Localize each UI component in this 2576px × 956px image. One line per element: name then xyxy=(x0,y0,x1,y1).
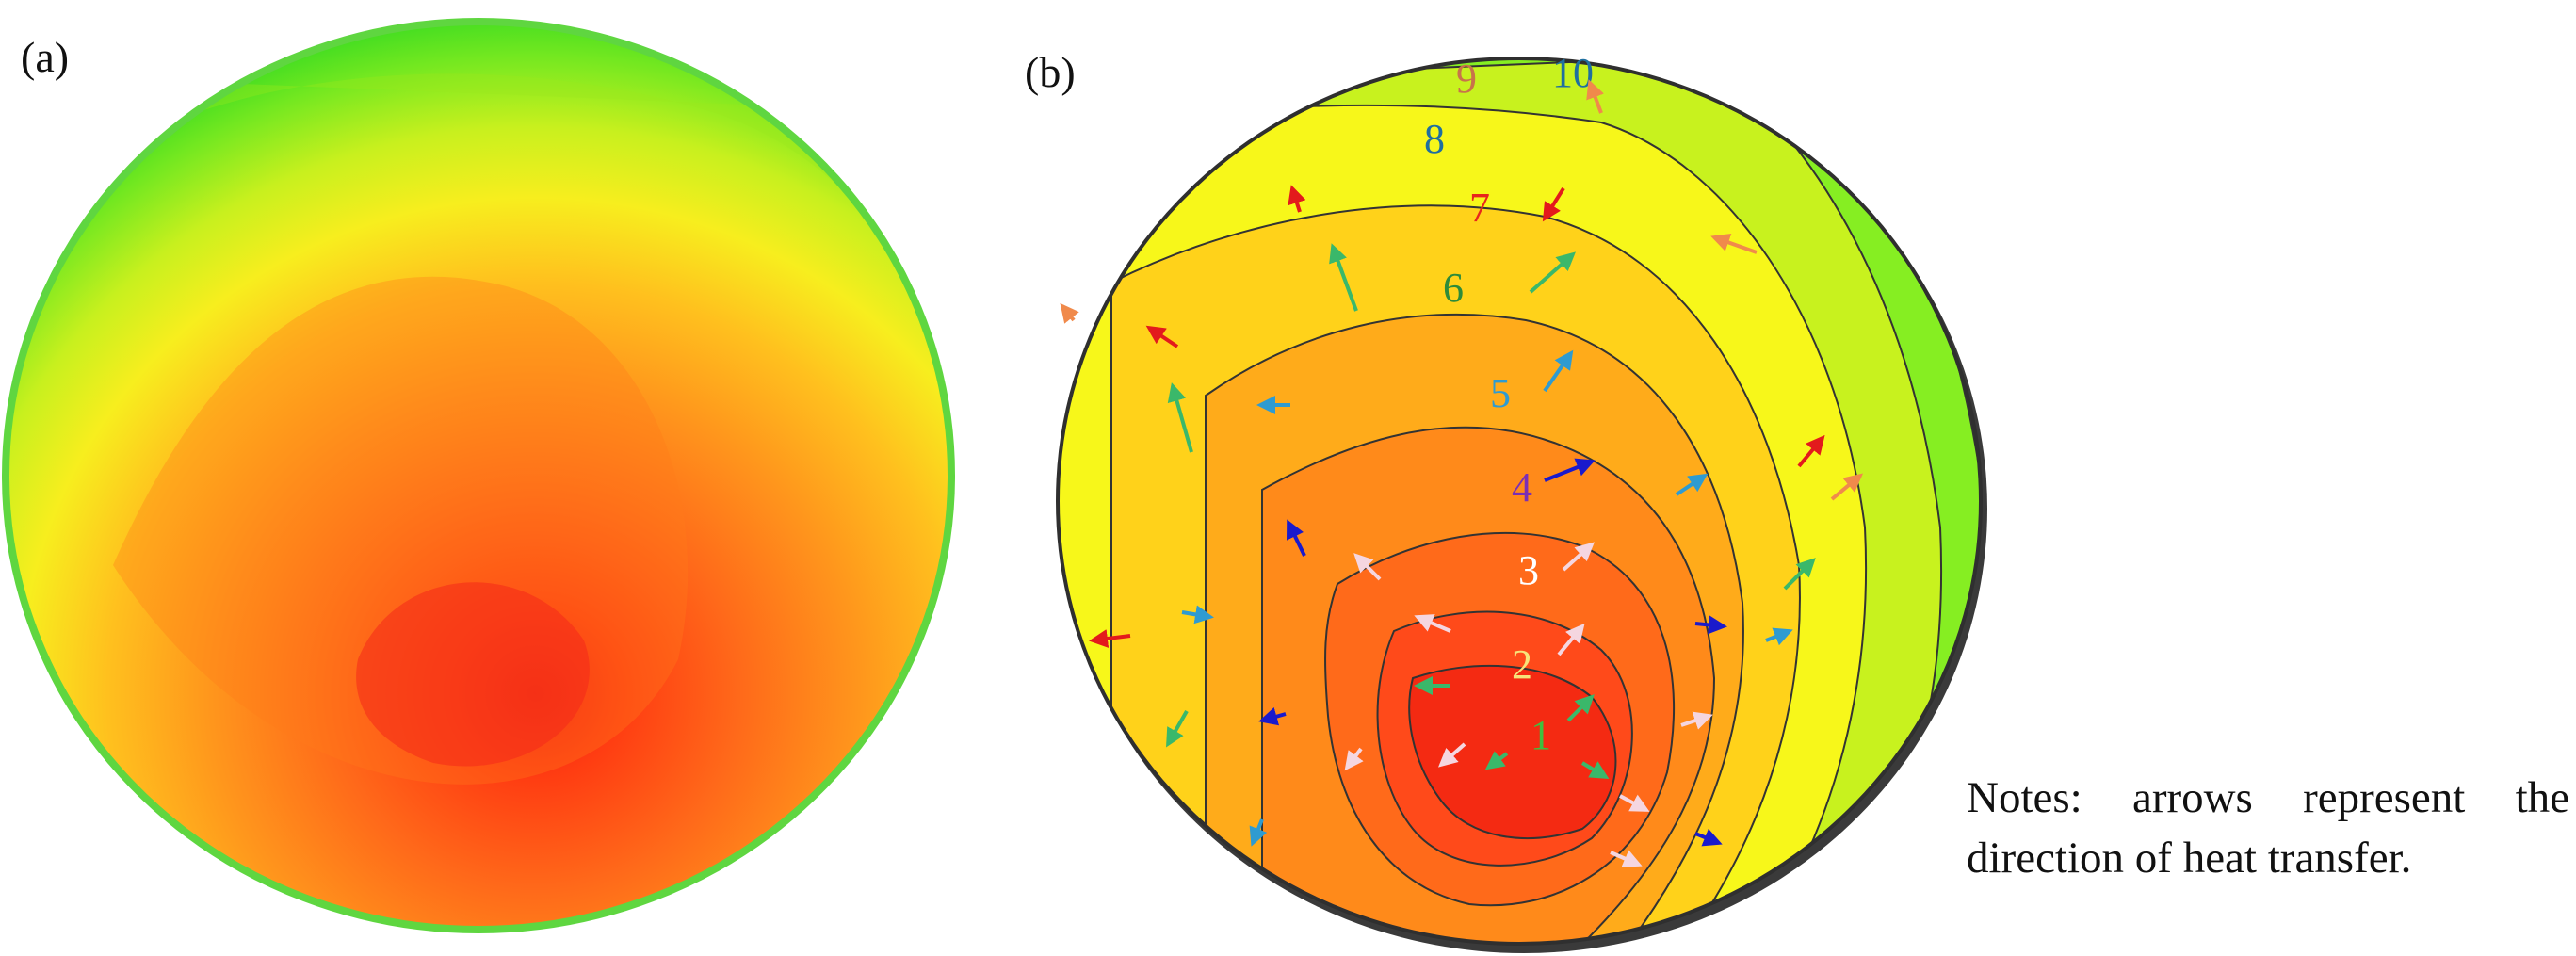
heat-arrow-25 xyxy=(1765,627,1793,646)
temperature-map-a xyxy=(2,18,955,933)
heat-arrow-2 xyxy=(1542,186,1565,222)
note-line-1: Notes: arrows represent the xyxy=(1967,773,2569,822)
heat-arrow-4 xyxy=(1329,243,1358,312)
heat-arrow-33 xyxy=(1484,751,1509,770)
zone-number-5: 5 xyxy=(1490,370,1511,416)
heat-arrow-28 xyxy=(1566,694,1595,722)
map-b-rim xyxy=(1056,57,1983,946)
heat-arrow-38 xyxy=(1694,828,1723,847)
zone-number-4: 4 xyxy=(1512,464,1532,510)
heat-arrow-16 xyxy=(1830,473,1864,501)
heat-arrow-1 xyxy=(1586,79,1604,114)
heat-arrow-8 xyxy=(1060,302,1079,324)
heat-arrow-7 xyxy=(1145,325,1179,348)
heat-arrow-31 xyxy=(1344,747,1364,771)
heat-arrow-30 xyxy=(1258,707,1287,726)
temperature-contour-map-b: 1 2 3 4 5 6 7 8 9 10 xyxy=(1056,50,1987,953)
heat-arrow-6 xyxy=(1710,233,1758,254)
zone-number-1: 1 xyxy=(1531,712,1551,758)
heat-arrow-19 xyxy=(1783,558,1816,591)
zone-number-3: 3 xyxy=(1518,547,1539,593)
zone-number-7: 7 xyxy=(1469,185,1490,231)
heat-arrow-13 xyxy=(1544,458,1596,482)
heat-arrow-29 xyxy=(1680,711,1713,730)
heat-arrow-21 xyxy=(1181,605,1214,624)
heat-arrow-18 xyxy=(1562,542,1595,572)
zone-number-2: 2 xyxy=(1512,641,1532,688)
heat-transfer-arrows xyxy=(1060,79,1864,867)
heat-arrow-5 xyxy=(1529,251,1576,294)
zone-number-8: 8 xyxy=(1424,116,1445,162)
heat-arrow-17 xyxy=(1353,553,1382,581)
heat-arrow-34 xyxy=(1580,761,1610,780)
heat-arrow-32 xyxy=(1437,742,1466,768)
contour-zones xyxy=(1058,58,1981,944)
heat-arrow-20 xyxy=(1089,629,1131,648)
heat-arrow-23 xyxy=(1557,623,1585,656)
heat-arrow-14 xyxy=(1675,473,1709,496)
heat-arrow-24 xyxy=(1694,615,1727,635)
heat-arrow-11 xyxy=(1167,382,1193,453)
heat-arrow-9 xyxy=(1543,349,1574,393)
zone-number-10: 10 xyxy=(1552,50,1594,96)
heat-arrow-37 xyxy=(1610,850,1643,867)
heat-arrow-12 xyxy=(1797,434,1825,468)
heat-arrow-26 xyxy=(1166,710,1189,748)
note-text: Notes: arrows represent the direction of… xyxy=(1967,768,2569,888)
note-line-2: direction of heat transfer. xyxy=(1967,834,2412,883)
heat-arrow-3 xyxy=(1288,185,1306,213)
panel-label-a: (a) xyxy=(21,33,70,81)
heat-arrow-15 xyxy=(1286,519,1306,557)
map-a-disc xyxy=(6,22,951,930)
heat-arrow-22 xyxy=(1414,614,1451,633)
panel-label-b: (b) xyxy=(1025,48,1076,96)
zone-number-9: 9 xyxy=(1456,56,1477,102)
zone-number-6: 6 xyxy=(1443,265,1464,311)
map-a-rim xyxy=(2,18,955,933)
heat-arrow-35 xyxy=(1619,794,1650,812)
heat-arrow-36 xyxy=(1249,818,1268,847)
